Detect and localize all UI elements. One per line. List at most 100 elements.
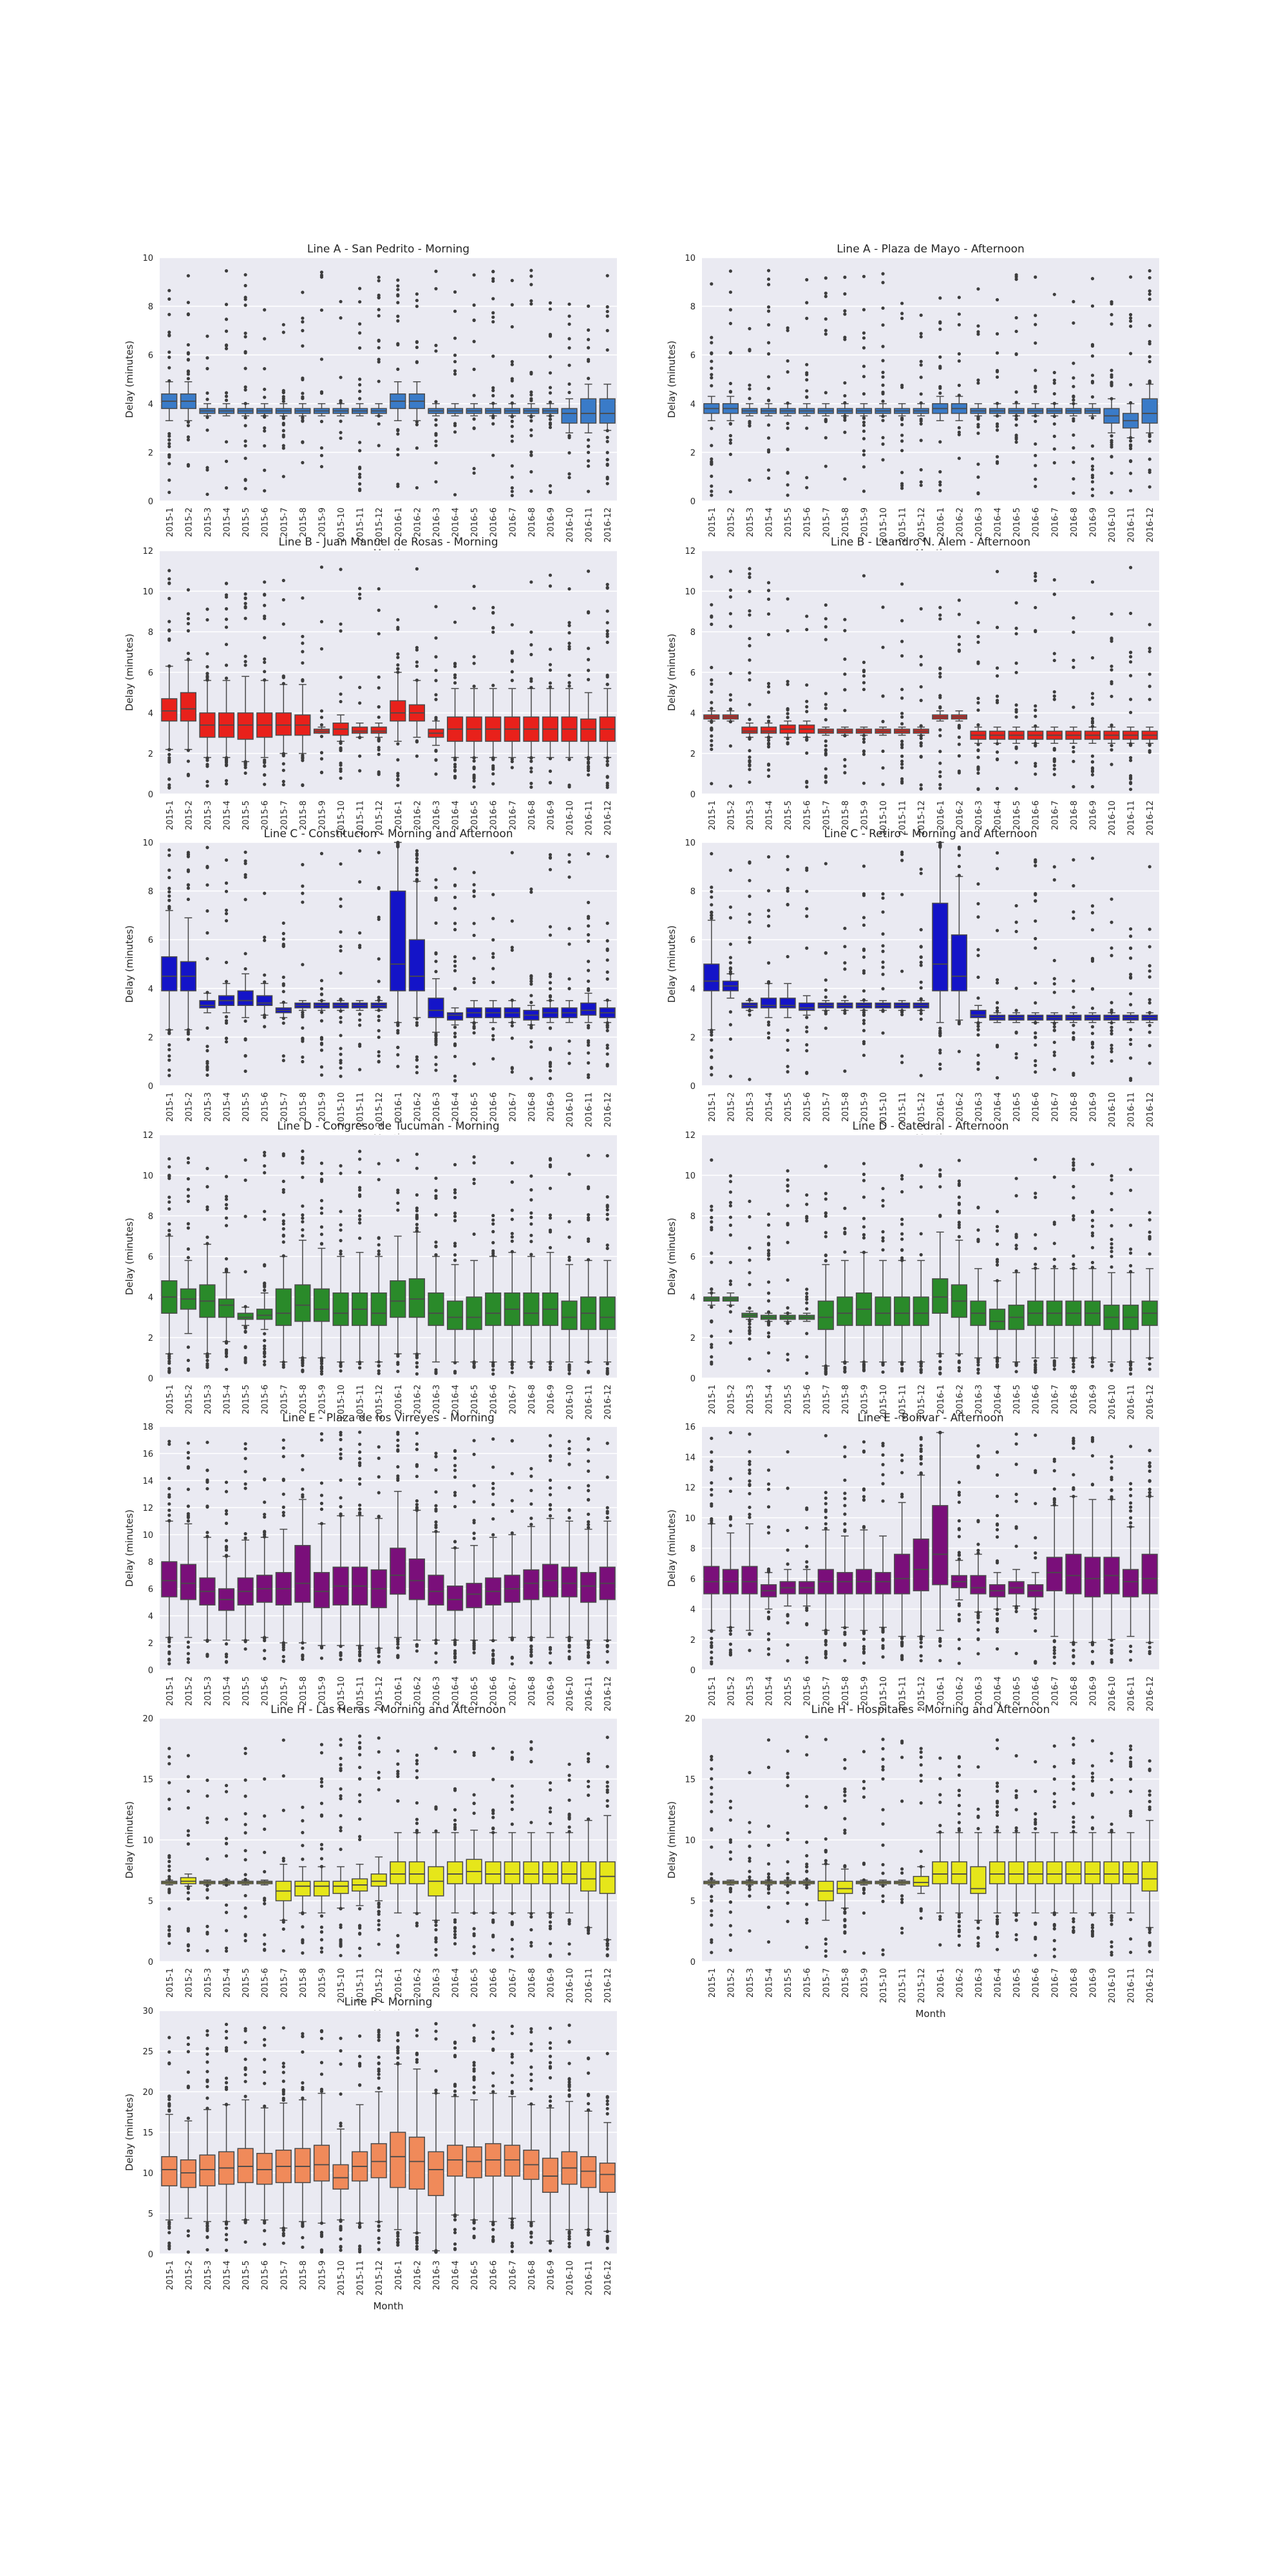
outlier-point bbox=[510, 1366, 514, 1370]
outlier-point bbox=[358, 931, 362, 935]
outlier-point bbox=[995, 1229, 999, 1233]
outlier-point bbox=[529, 1253, 533, 1256]
outlier-point bbox=[281, 1438, 285, 1442]
outlier-point bbox=[377, 1654, 381, 1658]
outlier-point bbox=[605, 462, 609, 466]
outlier-point bbox=[224, 269, 229, 273]
outlier-point bbox=[957, 649, 961, 653]
outlier-point bbox=[281, 937, 285, 941]
outlier-point bbox=[1148, 672, 1151, 676]
x-tick-label: 2016-10 bbox=[565, 800, 575, 835]
outlier-point bbox=[900, 1367, 904, 1370]
y-tick-label: 6 bbox=[148, 1253, 153, 1262]
outlier-point bbox=[358, 440, 362, 444]
outlier-point bbox=[748, 913, 752, 916]
x-tick-label: 2015-5 bbox=[242, 507, 251, 537]
outlier-point bbox=[377, 308, 381, 312]
outlier-point bbox=[824, 1235, 828, 1238]
outlier-point bbox=[728, 1074, 732, 1078]
x-tick-label: 2016-4 bbox=[994, 800, 1003, 830]
outlier-point bbox=[263, 1264, 267, 1268]
outlier-point bbox=[766, 305, 771, 309]
outlier-point bbox=[472, 871, 476, 875]
outlier-point bbox=[167, 1636, 171, 1640]
outlier-point bbox=[510, 325, 514, 329]
outlier-point bbox=[862, 989, 866, 993]
outlier-point bbox=[510, 439, 514, 443]
outlier-point bbox=[805, 751, 809, 755]
outlier-point bbox=[396, 656, 400, 659]
outlier-point bbox=[281, 435, 285, 439]
outlier-point bbox=[605, 939, 609, 943]
outlier-point bbox=[1148, 697, 1151, 701]
outlier-point bbox=[995, 375, 999, 379]
outlier-point bbox=[1129, 1042, 1133, 1046]
outlier-point bbox=[1014, 746, 1018, 750]
outlier-point bbox=[1090, 1055, 1095, 1059]
y-axis-label: Delay (minutes) bbox=[124, 634, 135, 711]
outlier-point bbox=[186, 883, 190, 887]
x-tick-label: 2016-2 bbox=[413, 507, 422, 537]
x-tick-label: 2015-2 bbox=[726, 800, 736, 830]
outlier-point bbox=[919, 945, 923, 949]
outlier-point bbox=[224, 1642, 229, 1646]
outlier-point bbox=[1014, 761, 1018, 764]
outlier-point bbox=[1072, 491, 1075, 495]
outlier-point bbox=[567, 783, 571, 787]
outlier-point bbox=[377, 1036, 381, 1039]
outlier-point bbox=[224, 1354, 229, 1358]
outlier-point bbox=[186, 1660, 190, 1664]
outlier-point bbox=[205, 759, 209, 762]
outlier-point bbox=[396, 288, 400, 292]
outlier-point bbox=[805, 395, 809, 399]
outlier-point bbox=[1129, 1372, 1133, 1376]
outlier-point bbox=[957, 393, 961, 397]
outlier-point bbox=[243, 1069, 247, 1073]
outlier-point bbox=[548, 1361, 553, 1365]
x-tick-label: 2015-4 bbox=[765, 1385, 775, 1414]
outlier-point bbox=[957, 1201, 961, 1206]
box-2016-3 bbox=[428, 269, 444, 484]
y-tick-label: 8 bbox=[148, 1558, 153, 1567]
outlier-point bbox=[1129, 352, 1133, 355]
outlier-point bbox=[748, 1199, 752, 1203]
outlier-point bbox=[1052, 1025, 1056, 1028]
outlier-point bbox=[243, 1158, 247, 1162]
outlier-point bbox=[548, 421, 553, 425]
outlier-point bbox=[728, 422, 732, 426]
y-tick-label: 8 bbox=[148, 628, 153, 638]
x-tick-label: 2016-12 bbox=[603, 1092, 613, 1127]
outlier-point bbox=[881, 1009, 885, 1012]
box-2015-2 bbox=[180, 588, 196, 777]
outlier-point bbox=[453, 1258, 457, 1262]
outlier-point bbox=[938, 296, 942, 300]
outlier-point bbox=[1110, 1265, 1113, 1269]
x-tick-label: 2015-9 bbox=[317, 1092, 327, 1122]
outlier-point bbox=[1129, 655, 1133, 659]
outlier-point bbox=[766, 581, 771, 585]
outlier-point bbox=[167, 596, 171, 600]
outlier-point bbox=[786, 1352, 790, 1356]
outlier-point bbox=[263, 1150, 267, 1155]
outlier-point bbox=[881, 1204, 885, 1208]
box-2016-4 bbox=[989, 569, 1006, 791]
outlier-point bbox=[224, 643, 229, 647]
outlier-point bbox=[1110, 491, 1113, 495]
outlier-point bbox=[805, 1219, 809, 1223]
outlier-point bbox=[567, 587, 571, 591]
outlier-point bbox=[548, 1158, 553, 1162]
outlier-point bbox=[766, 352, 771, 356]
x-tick-label: 2016-5 bbox=[470, 1385, 480, 1414]
outlier-point bbox=[529, 470, 533, 474]
outlier-point bbox=[453, 1074, 457, 1078]
outlier-point bbox=[434, 1371, 438, 1376]
outlier-point bbox=[805, 301, 809, 305]
outlier-point bbox=[1110, 434, 1113, 438]
outlier-point bbox=[415, 879, 419, 883]
outlier-point bbox=[319, 1211, 324, 1215]
outlier-point bbox=[358, 685, 362, 690]
x-tick-label: 2016-7 bbox=[508, 1385, 518, 1414]
outlier-point bbox=[301, 1039, 305, 1043]
